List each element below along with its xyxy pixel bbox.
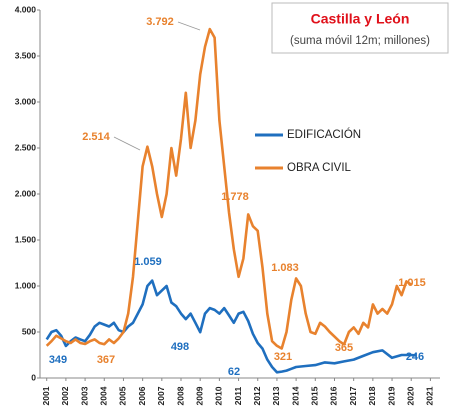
leader-line bbox=[113, 136, 141, 151]
data-label: 1.083 bbox=[271, 262, 299, 274]
x-tick-label: 2005 bbox=[118, 386, 128, 405]
x-tick-label: 2006 bbox=[137, 386, 147, 405]
y-tick-label: 0 bbox=[31, 372, 36, 382]
leader-line bbox=[177, 21, 201, 31]
line-series bbox=[45, 279, 417, 374]
data-label: 2.514 bbox=[82, 131, 110, 143]
data-label: 365 bbox=[335, 342, 353, 354]
x-tick-label: 2008 bbox=[175, 386, 185, 405]
x-tick-label: 2011 bbox=[233, 387, 243, 406]
x-tick-label: 2002 bbox=[60, 386, 70, 405]
chart-subtitle: (suma móvil 12m; millones) bbox=[290, 35, 430, 47]
data-label: 321 bbox=[274, 351, 292, 363]
legend-label: EDIFICACIÓN bbox=[287, 128, 361, 141]
x-tick-label: 2003 bbox=[79, 386, 89, 405]
y-tick-label: 1.500 bbox=[15, 234, 37, 244]
data-label: 1.015 bbox=[398, 277, 426, 289]
x-tick-label: 2010 bbox=[214, 386, 224, 405]
x-tick-label: 2004 bbox=[99, 386, 109, 405]
data-label: 367 bbox=[97, 354, 115, 366]
x-tick-label: 2009 bbox=[194, 386, 204, 405]
x-tick-label: 2012 bbox=[252, 386, 262, 405]
data-label: 498 bbox=[171, 341, 189, 353]
data-label: 62 bbox=[228, 366, 240, 378]
y-tick-label: 1.000 bbox=[15, 280, 37, 290]
data-label: 349 bbox=[49, 354, 67, 366]
x-tick-label: 2019 bbox=[386, 386, 396, 405]
x-tick-label: 2016 bbox=[329, 386, 339, 405]
data-label: 3.792 bbox=[146, 16, 174, 28]
x-tick-label: 2015 bbox=[310, 386, 320, 405]
data-label: 246 bbox=[406, 351, 424, 363]
x-tick-label: 2001 bbox=[41, 386, 51, 405]
x-tick-label: 2018 bbox=[367, 386, 377, 405]
data-label: 1.778 bbox=[221, 191, 249, 203]
x-tick-label: 2020 bbox=[405, 386, 415, 405]
y-tick-label: 3.500 bbox=[15, 50, 37, 60]
data-label: 1.059 bbox=[134, 256, 162, 268]
x-tick-label: 2014 bbox=[290, 386, 300, 405]
y-tick-label: 3.000 bbox=[15, 96, 37, 106]
y-tick-label: 4.000 bbox=[15, 4, 37, 14]
x-tick-label: 2013 bbox=[271, 386, 281, 405]
title-box bbox=[271, 2, 449, 54]
y-tick-label: 500 bbox=[22, 326, 36, 336]
y-tick-label: 2.500 bbox=[15, 142, 37, 152]
legend-label: OBRA CIVIL bbox=[287, 162, 352, 174]
x-tick-label: 2021 bbox=[425, 386, 435, 405]
y-tick-label: 2.000 bbox=[15, 188, 37, 198]
chart-title: Castilla y León bbox=[311, 11, 410, 27]
x-tick-label: 2017 bbox=[348, 386, 358, 405]
line-series bbox=[45, 27, 412, 350]
x-tick-label: 2007 bbox=[156, 386, 166, 405]
